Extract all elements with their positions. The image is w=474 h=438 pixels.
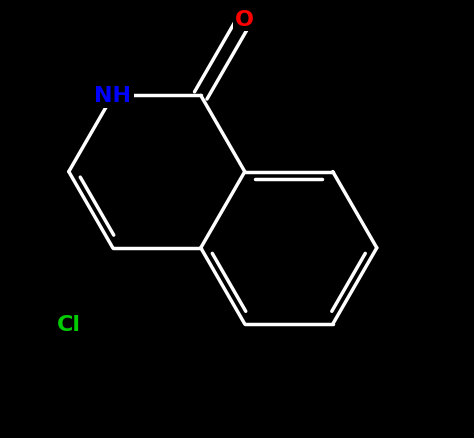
Text: Cl: Cl — [57, 314, 81, 334]
Text: NH: NH — [94, 86, 131, 106]
Text: O: O — [235, 10, 254, 30]
